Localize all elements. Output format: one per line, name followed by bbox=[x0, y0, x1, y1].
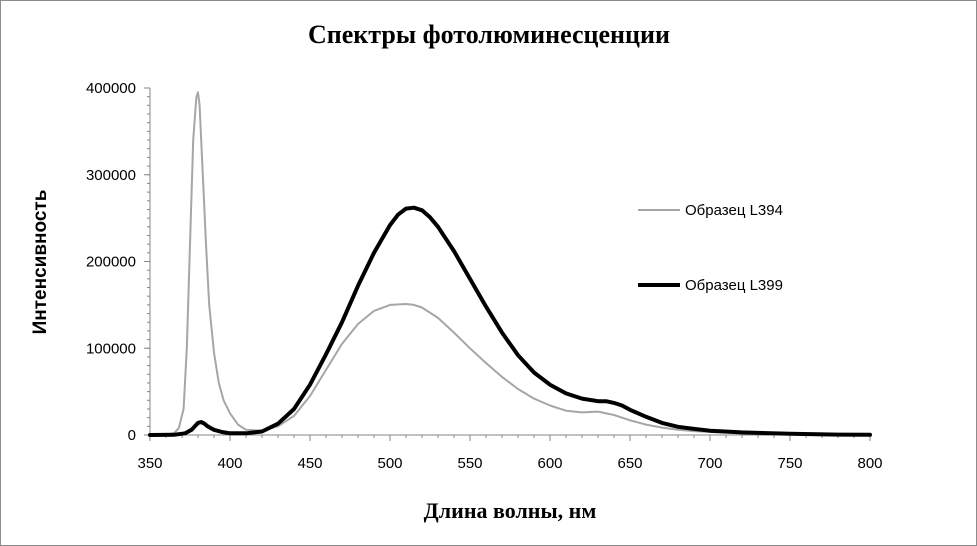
y-tick-label: 0 bbox=[128, 427, 136, 444]
legend: Образец L394 Образец L399 bbox=[638, 202, 783, 294]
y-axis-label: Интенсивность bbox=[30, 190, 51, 335]
y-tick-label: 100000 bbox=[86, 340, 136, 357]
y-axis-ticks: 0 100000 200000 300000 400000 bbox=[86, 80, 150, 444]
x-tick-label: 400 bbox=[217, 455, 242, 472]
x-tick-label: 600 bbox=[537, 455, 562, 472]
y-tick-label: 400000 bbox=[86, 80, 136, 97]
x-tick-label: 500 bbox=[377, 455, 402, 472]
x-tick-label: 800 bbox=[857, 455, 882, 472]
plot-area: 0 100000 200000 300000 400000 350 400 450 500 55… bbox=[86, 80, 883, 472]
x-tick-label: 700 bbox=[697, 455, 722, 472]
x-axis-ticks: 350 400 450 500 550 600 650 700 750 800 bbox=[137, 435, 883, 472]
x-tick-label: 550 bbox=[457, 455, 482, 472]
series-line-1 bbox=[149, 91, 871, 436]
series-lines bbox=[148, 91, 872, 437]
y-tick-label: 300000 bbox=[86, 167, 136, 184]
x-tick-label: 650 bbox=[617, 455, 642, 472]
x-tick-label: 750 bbox=[777, 455, 802, 472]
chart-title: Спектры фотолюминесценции bbox=[308, 20, 670, 49]
y-tick-label: 200000 bbox=[86, 254, 136, 271]
x-axis-label: Длина волны, нм bbox=[424, 498, 597, 523]
series-line-2 bbox=[148, 205, 872, 437]
legend-label: Образец L394 bbox=[685, 202, 783, 219]
x-tick-label: 450 bbox=[297, 455, 322, 472]
x-tick-label: 350 bbox=[137, 455, 162, 472]
legend-label: Образец L399 bbox=[685, 277, 783, 294]
